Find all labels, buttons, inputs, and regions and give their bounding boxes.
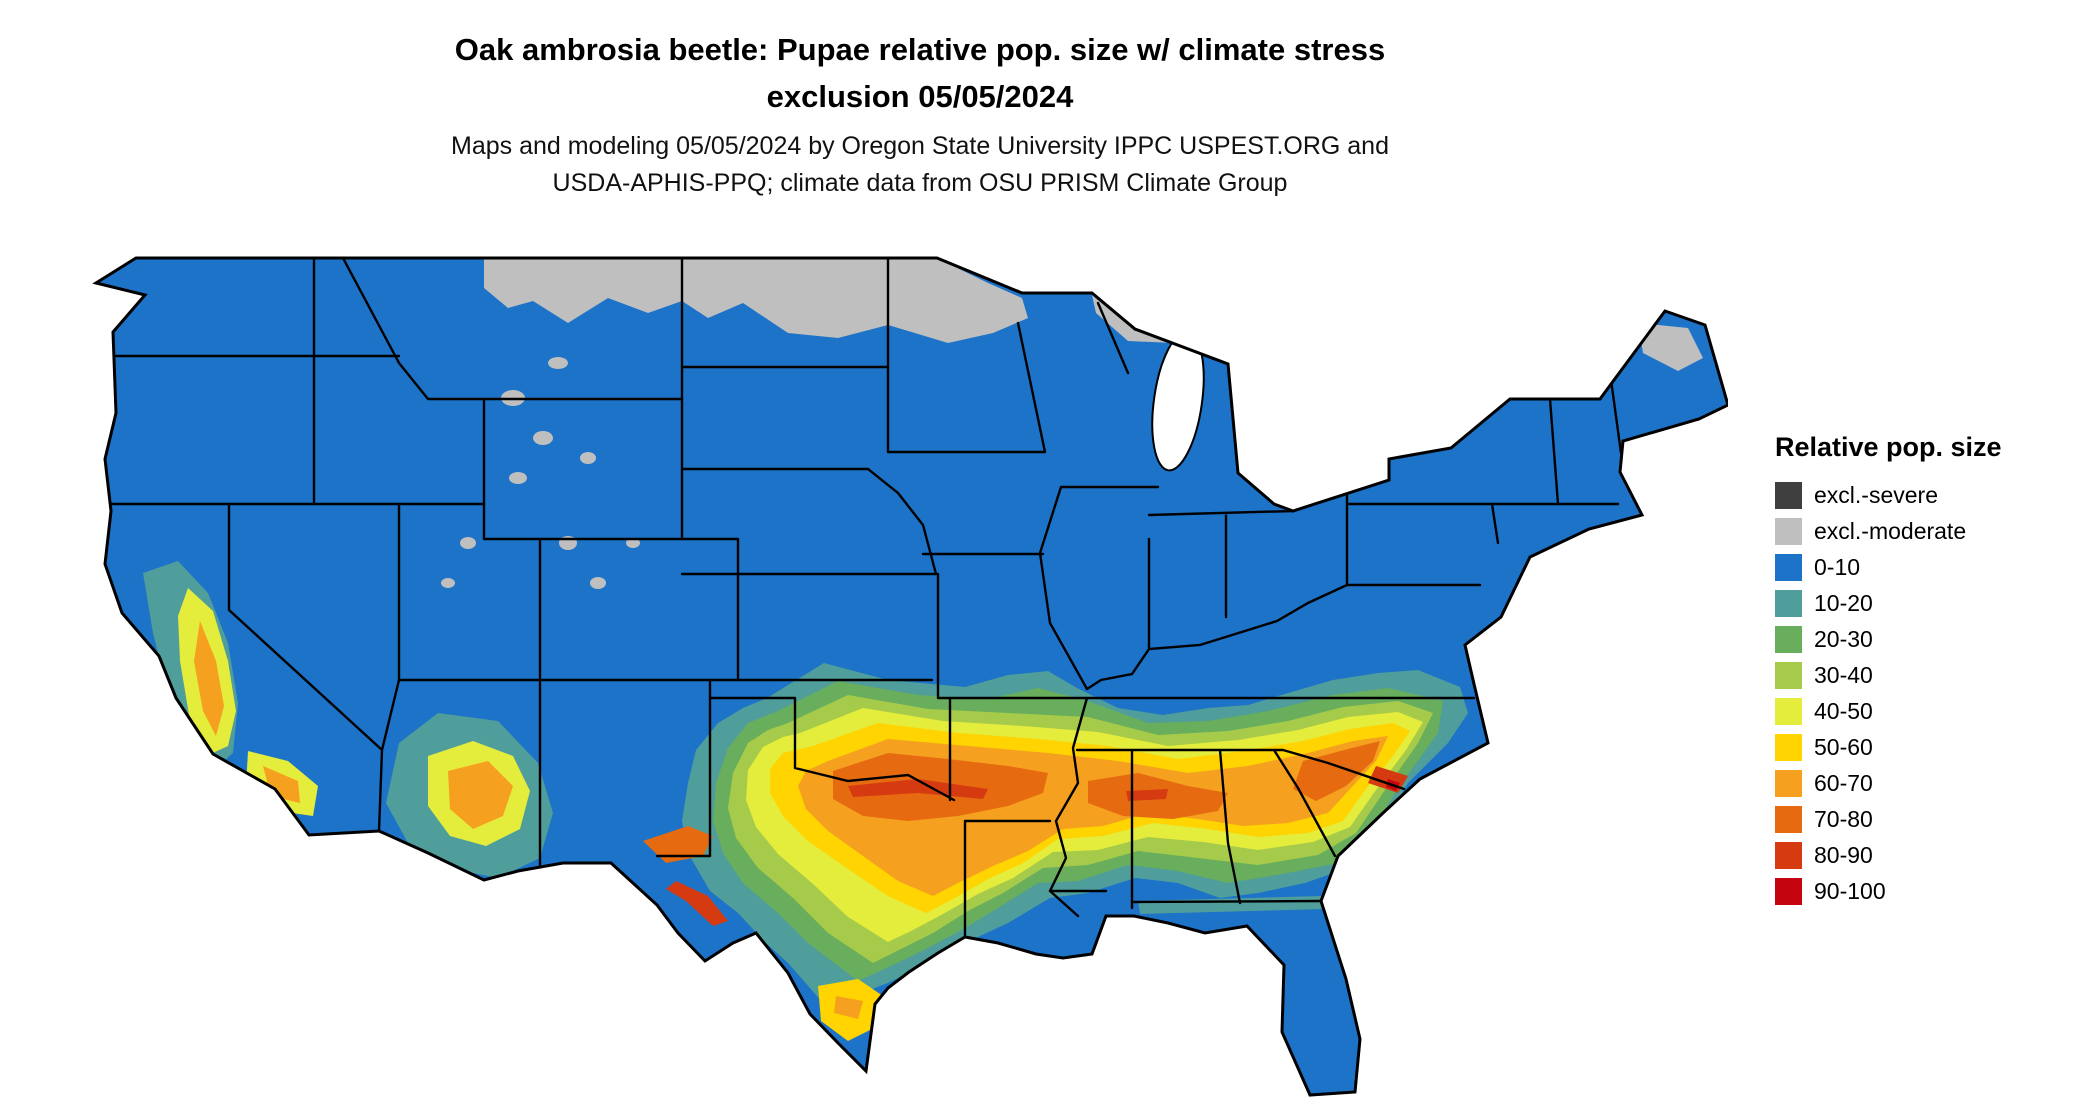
legend-item: 40-50 xyxy=(1775,693,2095,729)
legend-swatch-70-80 xyxy=(1775,805,1802,833)
legend-label: 20-30 xyxy=(1814,625,1873,652)
legend-item: 80-90 xyxy=(1775,837,2095,873)
legend-item: 0-10 xyxy=(1775,549,2095,585)
legend-label: 90-100 xyxy=(1814,877,1886,904)
us-map xyxy=(88,243,1728,1116)
subtitle-line-2: USDA-APHIS-PPQ; climate data from OSU PR… xyxy=(552,169,1288,197)
legend-swatch-excl-moderate xyxy=(1775,517,1802,545)
legend-label: 30-40 xyxy=(1814,661,1873,688)
legend-swatch-0-10 xyxy=(1775,553,1802,581)
legend-item: excl.-severe xyxy=(1775,477,2095,513)
legend-swatch-90-100 xyxy=(1775,877,1802,905)
legend-item: 90-100 xyxy=(1775,873,2095,909)
title-line-2: exclusion 05/05/2024 xyxy=(766,79,1074,114)
page-subtitle: Maps and modeling 05/05/2024 by Oregon S… xyxy=(0,128,1840,202)
legend-label: 70-80 xyxy=(1814,805,1873,832)
legend-label: 40-50 xyxy=(1814,697,1873,724)
legend-item: 60-70 xyxy=(1775,765,2095,801)
legend-swatch-60-70 xyxy=(1775,769,1802,797)
legend-item: 30-40 xyxy=(1775,657,2095,693)
legend-label: 80-90 xyxy=(1814,841,1873,868)
legend-label: 60-70 xyxy=(1814,769,1873,796)
legend-item: 10-20 xyxy=(1775,585,2095,621)
legend-swatch-50-60 xyxy=(1775,733,1802,761)
legend-item: excl.-moderate xyxy=(1775,513,2095,549)
legend-swatch-10-20 xyxy=(1775,589,1802,617)
legend-label: 50-60 xyxy=(1814,733,1873,760)
legend-item: 50-60 xyxy=(1775,729,2095,765)
legend-label: 10-20 xyxy=(1814,589,1873,616)
legend-item: 20-30 xyxy=(1775,621,2095,657)
legend-swatch-40-50 xyxy=(1775,697,1802,725)
us-map-svg xyxy=(92,256,1728,1097)
title-line-1: Oak ambrosia beetle: Pupae relative pop.… xyxy=(454,32,1386,67)
legend-title: Relative pop. size xyxy=(1775,432,2002,462)
page-title: Oak ambrosia beetle: Pupae relative pop.… xyxy=(0,26,1840,120)
population-bands xyxy=(96,258,1728,1095)
legend-swatch-excl-severe xyxy=(1775,481,1802,509)
legend-label: excl.-severe xyxy=(1814,481,1938,508)
legend-swatch-20-30 xyxy=(1775,625,1802,653)
legend-item: 70-80 xyxy=(1775,801,2095,837)
us-outline xyxy=(92,256,1728,1097)
legend-label: excl.-moderate xyxy=(1814,517,1967,544)
legend-swatch-30-40 xyxy=(1775,661,1802,689)
legend-swatch-80-90 xyxy=(1775,841,1802,869)
state-borders xyxy=(109,258,1623,939)
subtitle-line-1: Maps and modeling 05/05/2024 by Oregon S… xyxy=(451,132,1389,160)
legend-label: 0-10 xyxy=(1814,553,1861,580)
legend: Relative pop. size excl.-severe excl.-mo… xyxy=(1775,432,2095,909)
